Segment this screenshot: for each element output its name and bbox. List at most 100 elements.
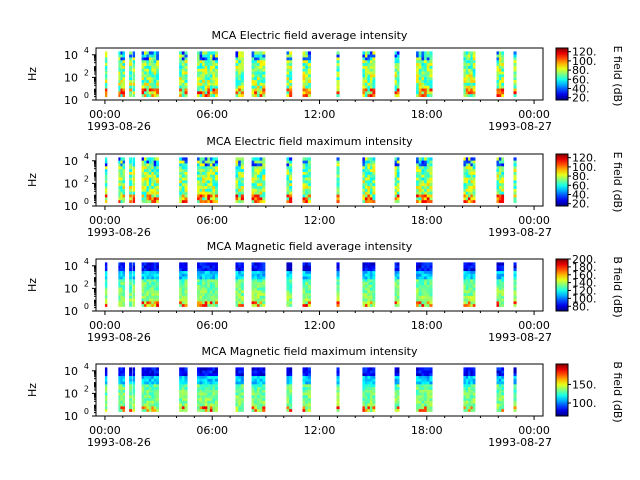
spectrogram-cell — [463, 289, 467, 294]
spectrogram-cell — [364, 278, 368, 283]
spectrogram-cell — [262, 171, 266, 175]
spectrogram-cell — [496, 196, 500, 201]
spectrogram-cell — [472, 180, 476, 184]
spectrogram-cell — [396, 180, 400, 184]
spectrogram-cell — [179, 408, 183, 412]
spectrogram-cell — [199, 180, 203, 184]
spectrogram-cell — [141, 298, 145, 302]
spectrogram-cell — [204, 281, 208, 285]
spectrogram-cell — [215, 88, 218, 92]
spectrogram-cell — [364, 273, 368, 277]
spectrogram-cell — [256, 375, 260, 379]
spectrogram-cell — [429, 62, 433, 66]
spectrogram-cell — [199, 74, 203, 78]
spectrogram-cell — [207, 194, 211, 198]
spectrogram-cell — [212, 397, 216, 401]
spectrogram-cell — [336, 372, 340, 377]
spectrogram-cell — [362, 405, 366, 410]
spectrogram-cell — [465, 403, 469, 407]
spectrogram-cell — [215, 165, 218, 170]
spectrogram-cell — [396, 199, 400, 204]
spectrogram-cell — [151, 160, 155, 164]
spectrogram-cell — [262, 79, 266, 83]
spectrogram-cell — [151, 85, 155, 89]
spectrogram-cell — [156, 160, 159, 164]
spectrogram-cell — [362, 185, 366, 189]
spectrogram-cell — [259, 270, 263, 274]
spectrogram-cell — [468, 378, 471, 382]
spectrogram-cell — [238, 74, 242, 78]
spectrogram-cell — [207, 82, 211, 86]
spectrogram-cell — [302, 160, 306, 164]
spectrogram-cell — [254, 194, 258, 198]
spectrogram-cell — [104, 400, 108, 404]
spectrogram-cell — [141, 182, 145, 187]
spectrogram-cell — [151, 188, 155, 192]
spectrogram-cell — [364, 177, 368, 181]
spectrogram-cell — [421, 160, 425, 164]
spectrogram-cell — [286, 57, 290, 61]
spectrogram-cell — [141, 372, 145, 377]
spectrogram-cell — [367, 386, 371, 390]
spectrogram-cell — [498, 287, 502, 291]
spectrogram-cell — [394, 262, 398, 266]
spectrogram-cell — [118, 157, 121, 161]
spectrogram-cell — [396, 389, 400, 393]
spectrogram-cell — [179, 182, 183, 187]
spectrogram-cell — [372, 284, 376, 288]
y-tick-label: 10 — [64, 282, 78, 295]
spectrogram-cell — [215, 370, 218, 374]
spectrogram-cell — [207, 403, 211, 407]
spectrogram-cell — [104, 287, 108, 291]
spectrogram-cell — [129, 383, 133, 388]
spectrogram-cell — [207, 284, 211, 288]
spectrogram-cell — [465, 199, 469, 204]
spectrogram-cell — [289, 381, 293, 385]
spectrogram-cell — [179, 199, 183, 204]
x-tick-label: 06:00 — [196, 319, 228, 332]
spectrogram-cell — [513, 191, 517, 195]
spectrogram-cell — [199, 62, 203, 66]
spectrogram-cell — [197, 298, 200, 302]
spectrogram-cell — [496, 82, 500, 86]
spectrogram-cell — [426, 408, 430, 412]
spectrogram-cell — [184, 375, 188, 379]
spectrogram-cell — [418, 281, 422, 285]
spectrogram-cell — [463, 51, 467, 55]
spectrogram-cell — [238, 194, 242, 198]
spectrogram-cell — [202, 76, 206, 81]
spectrogram-cell — [336, 303, 340, 307]
spectrogram-cell — [501, 292, 505, 296]
spectrogram-cell — [120, 191, 123, 195]
spectrogram-cell — [501, 270, 505, 274]
spectrogram-cell — [501, 171, 505, 175]
spectrogram-cell — [122, 287, 126, 291]
spectrogram-cell — [184, 93, 188, 98]
spectrogram-cell — [465, 51, 469, 55]
spectrogram-cell — [513, 65, 517, 69]
spectrogram-cell — [364, 303, 368, 307]
spectrogram-cell — [305, 51, 309, 55]
spectrogram-cell — [259, 289, 263, 294]
spectrogram-cell — [496, 74, 500, 78]
spectrogram-cell — [235, 389, 239, 393]
spectrogram-cell — [262, 381, 266, 385]
spectrogram-cell — [202, 367, 206, 371]
spectrogram-cell — [364, 76, 368, 81]
spectrogram-cell — [118, 394, 121, 399]
spectrogram-cell — [122, 62, 126, 66]
spectrogram-cell — [104, 284, 108, 288]
spectrogram-cell — [262, 59, 266, 64]
spectrogram-cell — [132, 185, 136, 189]
spectrogram-cell — [202, 196, 206, 201]
spectrogram-cell — [132, 300, 136, 305]
spectrogram-cell — [202, 174, 206, 178]
spectrogram-cell — [197, 180, 200, 184]
spectrogram-cell — [120, 392, 123, 396]
spectrogram-cell — [286, 199, 290, 204]
spectrogram-cell — [501, 287, 505, 291]
spectrogram-cell — [104, 273, 108, 277]
spectrogram-cell — [364, 397, 368, 401]
spectrogram-cell — [396, 93, 400, 98]
spectrogram-cell — [235, 386, 239, 390]
